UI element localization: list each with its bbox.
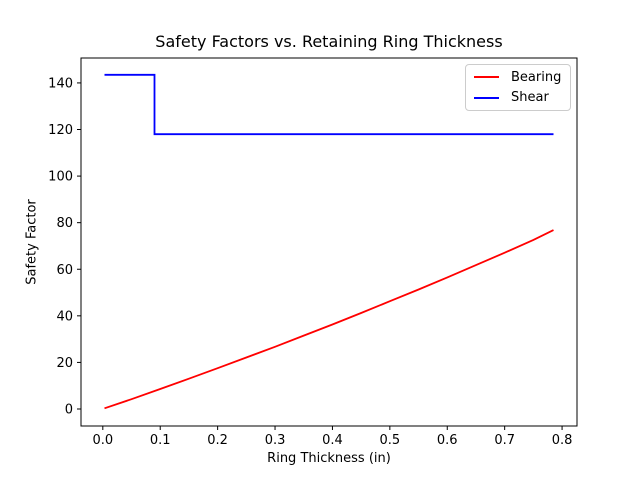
x-tick-label: 0.5 <box>380 433 401 448</box>
y-tick-label: 80 <box>56 216 73 231</box>
y-tick-label: 100 <box>48 170 73 185</box>
x-tick-label: 0.6 <box>437 433 458 448</box>
y-tick-label: 140 <box>48 76 73 91</box>
x-axis-label: Ring Thickness (in) <box>267 451 391 466</box>
x-tick-label: 0.3 <box>265 433 286 448</box>
legend-label-shear: Shear <box>511 90 549 106</box>
x-tick-label: 0.1 <box>150 433 171 448</box>
y-tick-label: 60 <box>56 263 73 278</box>
legend-entry-shear: Shear <box>474 88 562 109</box>
legend: Bearing Shear <box>465 64 571 111</box>
bearing-series-line <box>104 229 554 410</box>
x-tick-label: 0.4 <box>322 433 343 448</box>
bearing-line-swatch <box>474 76 499 79</box>
y-axis-label: Safety Factor <box>24 199 40 285</box>
legend-entry-bearing: Bearing <box>474 67 562 88</box>
legend-label-bearing: Bearing <box>511 69 562 85</box>
x-tick-label: 0.8 <box>552 433 573 448</box>
chart-title: Safety Factors vs. Retaining Ring Thickn… <box>155 32 503 51</box>
x-tick-label: 0.2 <box>207 433 228 448</box>
shear-line-swatch <box>474 96 499 99</box>
shear-series-line <box>104 73 554 136</box>
y-tick-label: 40 <box>56 309 73 324</box>
y-tick-label: 120 <box>48 123 73 138</box>
x-tick-label: 0.7 <box>494 433 515 448</box>
y-tick-label: 0 <box>65 402 73 417</box>
y-tick-label: 20 <box>56 356 73 371</box>
axes-spines <box>80 57 578 427</box>
x-tick-label: 0.0 <box>92 433 113 448</box>
